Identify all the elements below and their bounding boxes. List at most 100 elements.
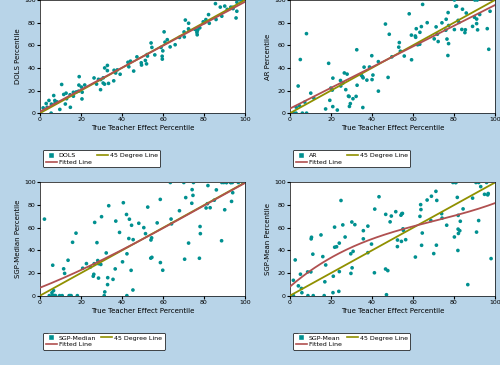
Point [342,87,350,93]
Point [364,250,372,256]
Point [296,103,304,109]
Point [418,230,426,236]
Point [50,93,58,99]
Point [292,110,300,116]
Point [348,265,356,271]
Point [98,214,106,220]
Y-axis label: AR Percentile: AR Percentile [266,34,272,80]
Point [432,24,440,30]
Point [212,1,220,7]
Point [58,293,66,299]
Point [147,40,155,46]
Point [472,180,480,185]
Point [412,26,420,32]
Point [371,206,379,212]
Point [62,90,70,96]
Y-axis label: SGP-Mean Percentile: SGP-Mean Percentile [266,203,272,275]
Point [62,101,70,107]
Point [456,228,464,234]
Point [153,220,161,226]
Point [402,237,409,243]
Point [227,180,235,185]
Point [296,271,304,277]
Point [218,13,226,19]
Point [94,261,102,266]
Point [330,273,338,279]
Point [470,14,478,20]
Point [188,187,196,193]
Point [159,48,167,54]
Point [416,41,424,47]
Point [484,191,492,196]
Point [418,1,426,7]
Point [161,39,169,45]
Point [140,225,148,231]
Legend: SGP-Mean, Fitted Line, 45 Degree Line: SGP-Mean, Fitted Line, 45 Degree Line [293,333,410,350]
Point [339,222,347,228]
Point [138,60,145,66]
Point [291,257,299,263]
Point [180,29,188,35]
Point [104,81,112,87]
Point [309,251,317,257]
Point [206,20,214,26]
Point [188,200,196,206]
Point [60,92,68,97]
Point [166,180,174,185]
Point [382,266,390,272]
Point [66,92,74,98]
Point [332,244,340,250]
Point [189,192,197,198]
Point [96,77,104,82]
Point [349,249,357,254]
X-axis label: True Teacher Effect Percentile: True Teacher Effect Percentile [341,308,444,314]
Point [458,6,466,12]
Point [416,29,424,35]
Point [412,33,420,39]
Point [80,82,88,88]
Point [204,182,212,188]
Point [212,16,220,22]
Point [304,269,312,275]
Point [125,235,133,241]
Point [486,8,494,14]
Point [86,264,94,270]
Point [180,180,188,185]
Point [220,3,228,9]
Point [51,293,59,299]
Point [124,59,132,65]
Point [375,194,383,200]
Point [322,262,330,268]
Point [476,12,484,18]
Point [472,229,480,235]
Point [167,216,175,222]
Point [68,239,76,245]
Point [218,238,226,244]
Point [48,101,56,107]
Point [454,195,462,200]
Point [450,234,458,240]
Point [310,95,318,101]
Point [336,240,344,246]
Point [343,71,351,77]
Point [204,201,212,207]
Point [454,231,462,237]
Point [461,30,469,35]
Point [353,82,361,88]
Point [482,180,490,185]
Point [125,64,133,70]
Point [78,84,86,90]
Point [423,20,431,26]
Point [147,255,155,261]
Point [78,96,86,102]
Point [307,269,315,275]
Point [190,180,198,185]
Point [341,234,349,240]
Point [194,27,202,33]
Point [433,197,441,203]
Point [224,7,232,12]
Point [368,53,376,59]
Point [328,87,336,93]
Point [442,27,450,33]
Point [330,224,338,230]
